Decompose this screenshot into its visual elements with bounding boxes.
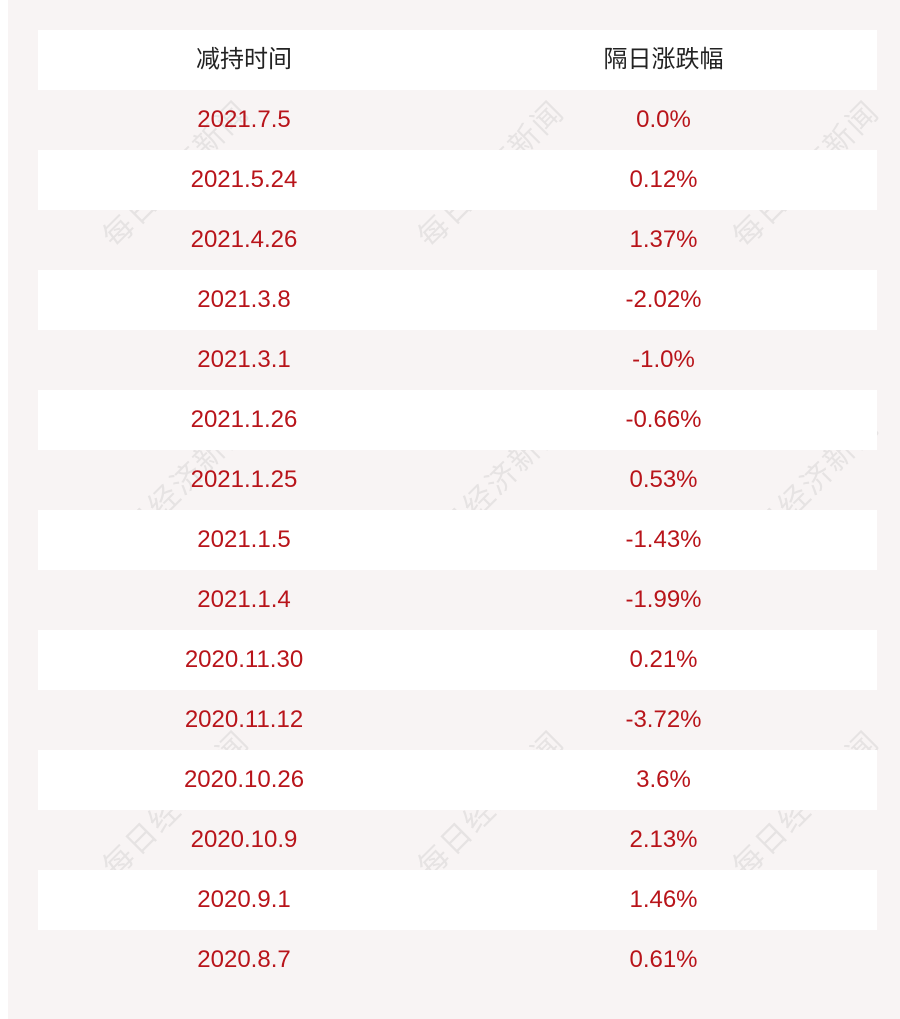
- reduction-date-cell: 2021.1.4: [197, 586, 291, 613]
- table-row: 2020.11.30 0.21%: [38, 630, 877, 690]
- table-row: 2021.1.25 0.53%: [38, 450, 877, 510]
- reduction-date-cell: 2021.3.8: [197, 286, 291, 313]
- reduction-date-cell: 2020.10.9: [190, 826, 298, 853]
- data-table: 减持时间 隔日涨跌幅 2021.7.5 0.0% 2021.5.24 0.12% 202…: [38, 30, 877, 990]
- table-row: 2021.1.5 -1.43%: [38, 510, 877, 570]
- next-day-change-cell: -1.99%: [625, 586, 702, 613]
- table-row: 2021.3.1 -1.0%: [38, 330, 877, 390]
- next-day-change-cell: -1.43%: [625, 526, 702, 553]
- reduction-date-cell: 2020.8.7: [197, 946, 291, 973]
- next-day-change-cell: 0.53%: [629, 466, 698, 493]
- next-day-change-cell: -1.0%: [632, 346, 695, 373]
- reduction-date-cell: 2020.9.1: [197, 886, 291, 913]
- next-day-change-cell: -3.72%: [625, 706, 702, 733]
- next-day-change-cell: 3.6%: [636, 766, 691, 793]
- next-day-change-cell: 2.13%: [629, 826, 698, 853]
- next-day-change-cell: 0.12%: [629, 166, 698, 193]
- table-row: 2020.9.1 1.46%: [38, 870, 877, 930]
- table-row: 2021.4.26 1.37%: [38, 210, 877, 270]
- table-header-row: 减持时间 隔日涨跌幅: [38, 30, 877, 90]
- next-day-change-cell: 0.0%: [636, 106, 691, 133]
- next-day-change-cell: 0.61%: [629, 946, 698, 973]
- next-day-change-cell: 1.37%: [629, 226, 698, 253]
- table-row: 2020.10.26 3.6%: [38, 750, 877, 810]
- table-row: 2020.11.12 -3.72%: [38, 690, 877, 750]
- table-row: 2021.5.24 0.12%: [38, 150, 877, 210]
- table-row: 2020.8.7 0.61%: [38, 930, 877, 990]
- next-day-change-cell: -0.66%: [625, 406, 702, 433]
- reduction-date-cell: 2021.1.25: [190, 466, 298, 493]
- reduction-date-cell: 2021.4.26: [190, 226, 298, 253]
- table-card: 每日经济新闻每日经济新闻每日经济新闻每日经济新闻每日经济新闻每日经济新闻每日经济…: [8, 0, 900, 1019]
- table-row: 2021.1.26 -0.66%: [38, 390, 877, 450]
- table-row: 2020.10.9 2.13%: [38, 810, 877, 870]
- reduction-date-cell: 2020.10.26: [183, 766, 305, 793]
- reduction-date-cell: 2021.5.24: [190, 166, 298, 193]
- table-row: 2021.1.4 -1.99%: [38, 570, 877, 630]
- table-row: 2021.3.8 -2.02%: [38, 270, 877, 330]
- next-day-change-cell: -2.02%: [625, 286, 702, 313]
- reduction-date-cell: 2021.1.26: [190, 406, 298, 433]
- next-day-change-cell: 1.46%: [629, 886, 698, 913]
- reduction-date-cell: 2020.11.12: [184, 706, 304, 733]
- reduction-date-cell: 2021.3.1: [197, 346, 291, 373]
- header-reduction-date: 减持时间: [196, 46, 292, 73]
- header-next-day-change: 隔日涨跌幅: [603, 46, 724, 73]
- table-row: 2021.7.5 0.0%: [38, 90, 877, 150]
- reduction-date-cell: 2021.7.5: [197, 106, 291, 133]
- reduction-date-cell: 2020.11.30: [184, 646, 304, 673]
- reduction-date-cell: 2021.1.5: [197, 526, 291, 553]
- table-body: 2021.7.5 0.0% 2021.5.24 0.12% 2021.4.26 1.37%…: [38, 90, 877, 990]
- next-day-change-cell: 0.21%: [629, 646, 698, 673]
